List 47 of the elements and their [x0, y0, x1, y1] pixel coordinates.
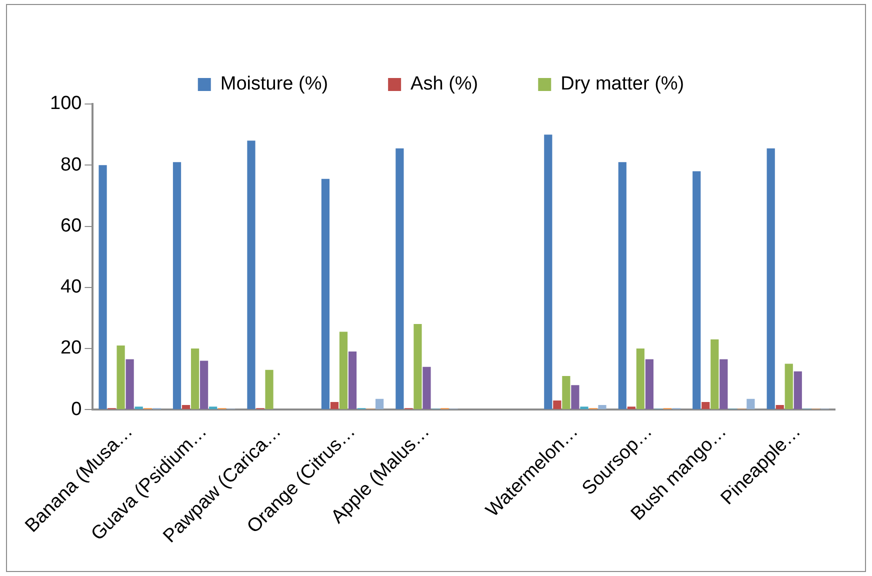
y-tick-label: 40	[60, 276, 82, 298]
y-tick-label: 0	[71, 398, 82, 420]
bar	[265, 370, 274, 410]
bar	[422, 366, 431, 410]
bar	[784, 364, 793, 410]
y-tick-label: 100	[50, 93, 82, 114]
bar	[209, 406, 218, 410]
bar	[618, 162, 626, 410]
y-tick-label: 80	[60, 154, 82, 176]
bar	[627, 406, 636, 410]
bar	[794, 371, 802, 410]
bar	[645, 359, 654, 410]
bar	[98, 165, 107, 410]
legend-label: Ash (%)	[410, 74, 478, 95]
bar	[636, 348, 644, 410]
bar	[598, 405, 606, 410]
bar	[746, 398, 755, 410]
legend-label: Moisture (%)	[220, 74, 328, 95]
bar	[414, 324, 422, 410]
bar	[562, 376, 570, 410]
y-tick-label: 20	[60, 338, 82, 359]
bar	[126, 359, 134, 410]
bar	[190, 348, 200, 410]
bar	[571, 385, 580, 410]
bar	[710, 339, 719, 410]
bar	[321, 178, 330, 410]
bar	[330, 402, 339, 410]
bar	[766, 148, 775, 410]
bar	[134, 406, 143, 410]
bar	[200, 360, 208, 410]
bar	[339, 332, 348, 410]
bar	[702, 402, 710, 410]
bar	[544, 134, 552, 410]
y-tick-label: 60	[60, 215, 82, 236]
bar	[396, 148, 404, 410]
bar	[182, 405, 190, 410]
bar	[247, 140, 256, 410]
bar	[720, 359, 728, 410]
bar	[580, 406, 588, 410]
bar	[172, 162, 182, 410]
bar	[776, 405, 784, 410]
bar	[553, 400, 562, 410]
bar	[348, 352, 357, 410]
bar	[692, 171, 701, 410]
legend-label: Dry matter (%)	[560, 74, 684, 95]
bar	[116, 345, 125, 410]
bar	[375, 398, 384, 410]
